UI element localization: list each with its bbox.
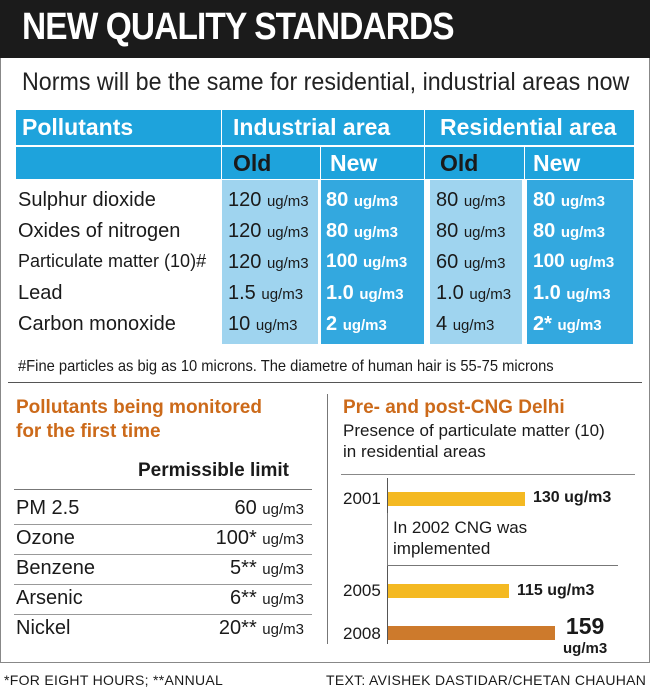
header-bar: NEW QUALITY STANDARDS [0,0,650,58]
cell-ind-old: 1.5 ug/m3 [228,282,304,304]
pollutant-limit: 5** ug/m3 [230,557,304,579]
section-divider [8,382,642,383]
cell-ind-new: 80 ug/m3 [326,189,398,211]
cell-res-old: 80 ug/m3 [436,220,506,242]
pollutant-label: Arsenic [16,587,83,609]
cell-res-new: 1.0 ug/m3 [533,282,611,304]
row-label: Particulate matter (10)# [18,251,207,271]
header-divider [524,147,525,180]
pollutant-label: PM 2.5 [16,497,80,519]
cng-subtitle-2: in residential areas [343,442,486,461]
cell-res-new: 2* ug/m3 [533,313,602,335]
permissible-limit-header: Permissible limit [138,460,290,481]
pollutant-label: Nickel [16,617,71,639]
bar-label-2001: 130 ug/m3 [533,489,612,506]
cell-res-old: 60 ug/m3 [436,251,506,273]
ind-new-header: New [330,150,378,176]
group-industrial: Industrial area [233,114,391,140]
cng-title: Pre- and post-CNG Delhi [343,397,565,418]
cell-ind-old: 120 ug/m3 [228,189,309,211]
bar-label-2005: 115 ug/m3 [517,582,595,599]
bar-year: 2001 [343,489,381,508]
ind-old-column [222,180,318,344]
cell-ind-old: 120 ug/m3 [228,251,309,273]
cell-ind-new: 100 ug/m3 [326,251,408,272]
cell-res-new: 80 ug/m3 [533,220,605,242]
cell-res-old: 80 ug/m3 [436,189,506,211]
pollutant-limit: 20** ug/m3 [218,617,304,639]
page-title: NEW QUALITY STANDARDS [22,6,455,48]
table-footnote: #Fine particles as big as 10 microns. Th… [18,358,554,375]
row-rule [14,614,312,615]
bar-2008 [388,626,555,640]
res-old-header: Old [440,150,479,176]
cell-res-old: 1.0 ug/m3 [436,282,512,304]
monitored-title: Pollutants being monitored [16,397,262,418]
pollutant-label: Benzene [16,557,95,579]
pollutant-limit: 60 ug/m3 [234,497,304,519]
row-label: Lead [18,282,63,304]
cell-res-new: 80 ug/m3 [533,189,605,211]
ind-old-header: Old [233,150,272,176]
res-new-header: New [533,150,581,176]
header-divider [424,110,425,180]
cng-rule [341,474,635,475]
pollutant-limit: 100* ug/m3 [215,527,304,549]
ind-new-column [321,180,424,344]
header-divider [320,147,321,180]
row-rule [14,554,312,555]
header-divider [221,110,222,180]
cell-ind-old: 120 ug/m3 [228,220,309,242]
cell-ind-old: 10 ug/m3 [228,313,298,335]
res-old-column [430,180,522,344]
column-divider [327,394,328,644]
table-subheader-row [16,147,634,179]
group-residential: Residential area [440,114,617,140]
cell-res-new: 100 ug/m3 [533,251,615,272]
cng-note-box [387,513,618,566]
row-rule [14,524,312,525]
cell-res-old: 4 ug/m3 [436,313,495,335]
row-rule [14,584,312,585]
cell-ind-new: 80 ug/m3 [326,220,398,242]
limit-header-rule [14,489,312,490]
cng-subtitle: Presence of particulate matter (10) [343,421,605,440]
res-new-column [527,180,633,344]
credit-line: TEXT: AVISHEK DASTIDAR/CHETAN CHAUHAN [326,672,647,688]
bar-2001 [388,492,525,506]
row-label: Sulphur dioxide [18,189,156,211]
col-pollutants: Pollutants [22,114,134,140]
cng-note: In 2002 CNG was implemented [393,518,528,558]
bar-label-2008: 159 ug/m3 [563,613,608,658]
row-label: Oxides of nitrogen [18,220,181,242]
pollutant-limit: 6** ug/m3 [230,587,304,609]
bar-year: 2008 [343,624,381,643]
table-header-row [16,110,634,145]
cell-ind-new: 1.0 ug/m3 [326,282,404,304]
row-label: Carbon monoxide [18,313,176,335]
pollutant-label: Ozone [16,527,75,549]
subtitle: Norms will be the same for residential, … [22,68,630,96]
cell-ind-new: 2 ug/m3 [326,313,387,335]
footnote-legend: *FOR EIGHT HOURS; **ANNUAL [4,672,224,688]
monitored-title-2: for the first time [16,421,161,442]
bar-2005 [388,584,509,598]
bar-year: 2005 [343,581,381,600]
